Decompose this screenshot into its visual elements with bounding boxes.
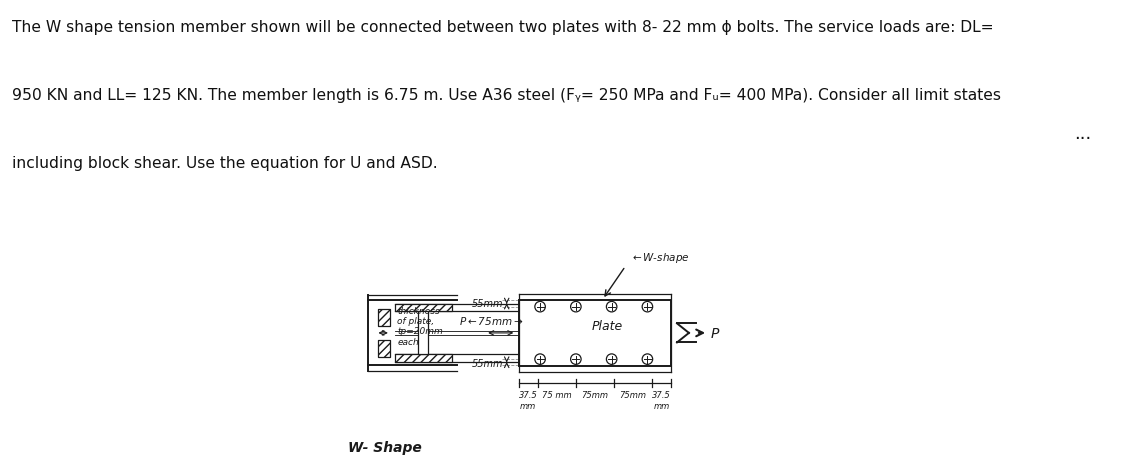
Text: 75mm: 75mm [620, 390, 646, 399]
Bar [394, 305, 452, 312]
Bar [394, 355, 452, 362]
Circle shape [606, 302, 617, 312]
Text: P: P [711, 326, 719, 340]
Bar [394, 305, 452, 312]
Text: 55mm: 55mm [471, 358, 503, 368]
Circle shape [606, 354, 617, 365]
Text: 75mm: 75mm [581, 390, 609, 399]
Text: 37.5
mm: 37.5 mm [519, 390, 537, 410]
Circle shape [535, 354, 545, 365]
Bar [378, 340, 390, 357]
Text: $\leftarrow$W-shape: $\leftarrow$W-shape [630, 250, 690, 264]
Text: 75 mm: 75 mm [542, 390, 572, 399]
Text: The W shape tension member shown will be connected between two plates with 8- 22: The W shape tension member shown will be… [13, 20, 994, 35]
Text: 55mm: 55mm [471, 298, 503, 308]
Circle shape [642, 354, 653, 365]
Text: 950 KN and LL= 125 KN. The member length is 6.75 m. Use A36 steel (Fᵧ= 250 MPa a: 950 KN and LL= 125 KN. The member length… [13, 88, 1002, 103]
Text: ...: ... [1074, 124, 1092, 142]
Circle shape [571, 354, 581, 365]
Bar [418, 312, 427, 355]
Circle shape [642, 302, 653, 312]
Bar [394, 355, 452, 362]
Bar [378, 309, 390, 326]
Text: including block shear. Use the equation for U and ASD.: including block shear. Use the equation … [13, 156, 438, 171]
Text: 37.5
mm: 37.5 mm [652, 390, 672, 410]
Circle shape [571, 302, 581, 312]
Text: W- Shape: W- Shape [348, 440, 422, 455]
Bar [519, 300, 672, 367]
Bar [378, 340, 390, 357]
Text: P$\leftarrow$75mm$\rightarrow$: P$\leftarrow$75mm$\rightarrow$ [458, 314, 524, 326]
Text: thickness
of plate,
tp=20mm
each: thickness of plate, tp=20mm each [398, 306, 444, 346]
Bar [378, 309, 390, 326]
Circle shape [535, 302, 545, 312]
Text: Plate: Plate [591, 319, 622, 333]
